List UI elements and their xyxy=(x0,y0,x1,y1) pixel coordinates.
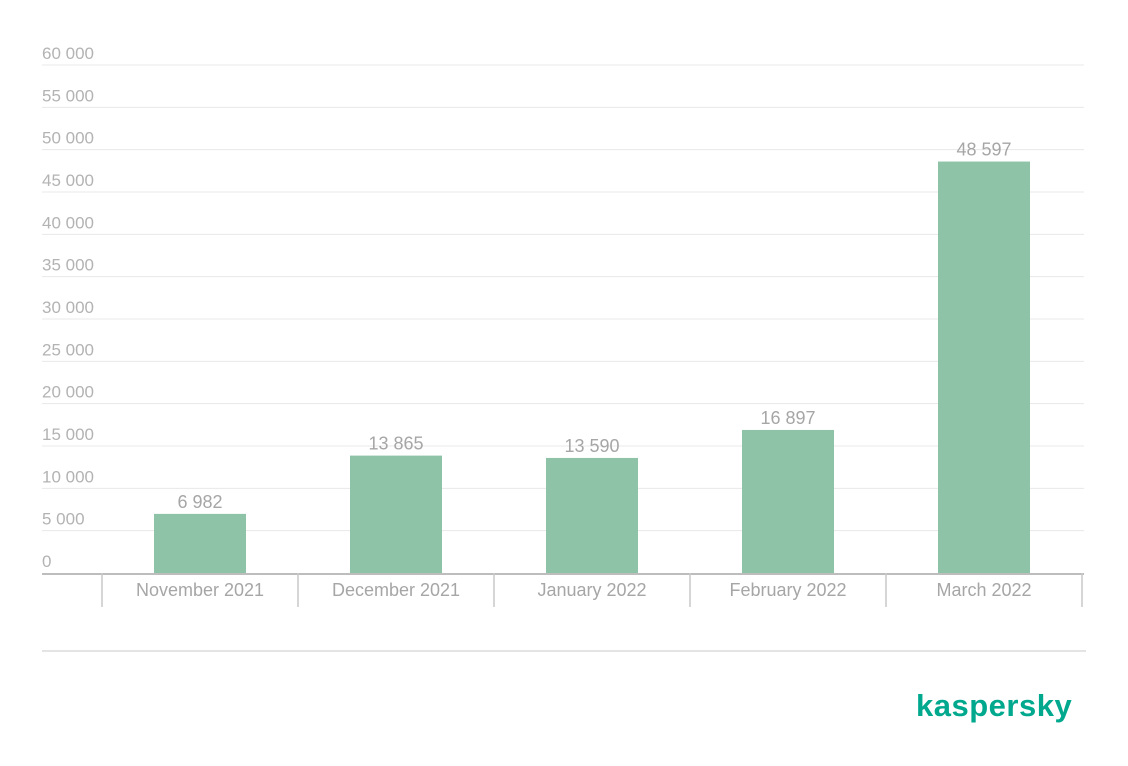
y-tick-label: 50 000 xyxy=(42,129,94,148)
x-category-label: March 2022 xyxy=(936,580,1031,600)
x-category-label: February 2022 xyxy=(729,580,846,600)
y-tick-label: 35 000 xyxy=(42,256,94,275)
y-tick-label: 30 000 xyxy=(42,298,94,317)
y-tick-label: 55 000 xyxy=(42,86,94,105)
y-tick-label: 0 xyxy=(42,552,51,571)
x-category-label: January 2022 xyxy=(537,580,646,600)
y-tick-label: 25 000 xyxy=(42,340,94,359)
kaspersky-logo: kaspersky xyxy=(916,688,1073,723)
bar xyxy=(154,513,246,573)
y-tick-label: 5 000 xyxy=(42,510,85,529)
y-tick-label: 60 000 xyxy=(42,44,94,63)
x-category-label: November 2021 xyxy=(136,580,264,600)
bar-value-label: 16 897 xyxy=(760,408,815,428)
y-axis-ticks: 0 5 000 10 000 15 000 20 000 25 000 30 000 35 0… xyxy=(42,44,94,571)
bar xyxy=(350,455,442,573)
bar-value-label: 48 597 xyxy=(956,140,1011,160)
y-tick-label: 45 000 xyxy=(42,171,94,190)
y-tick-label: 10 000 xyxy=(42,467,94,486)
bar-value-label: 6 982 xyxy=(177,492,222,512)
y-tick-label: 20 000 xyxy=(42,383,94,402)
bar-value-labels: 6 982 13 865 13 590 16 897 48 597 xyxy=(177,140,1011,512)
y-tick-label: 40 000 xyxy=(42,213,94,232)
bar xyxy=(546,457,638,573)
bar xyxy=(742,429,834,573)
x-category-label: December 2021 xyxy=(332,580,460,600)
y-tick-label: 15 000 xyxy=(42,425,94,444)
x-axis: November 2021 December 2021 January 2022 Fe… xyxy=(42,573,1084,607)
bar xyxy=(938,161,1030,573)
bar-value-label: 13 590 xyxy=(564,436,619,456)
gridlines xyxy=(42,64,1084,532)
bars xyxy=(154,161,1030,573)
bar-value-label: 13 865 xyxy=(368,434,423,454)
